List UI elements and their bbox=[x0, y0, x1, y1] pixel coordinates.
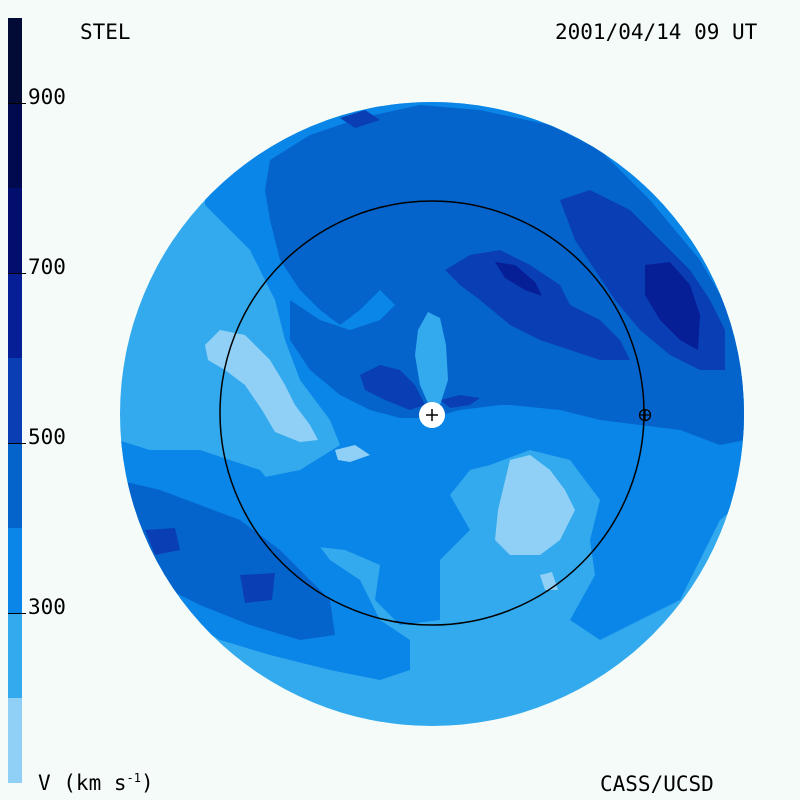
velocity-contours bbox=[120, 102, 744, 726]
earth-marker bbox=[638, 408, 652, 422]
colorbar-tick-mark bbox=[8, 103, 26, 104]
contour-level-500-600 bbox=[445, 250, 630, 360]
colorbar-segment bbox=[8, 188, 22, 273]
contour-level-600-700-right bbox=[645, 262, 700, 350]
contour-level-500-600-core-right bbox=[440, 395, 480, 408]
colorbar-segment bbox=[8, 698, 22, 783]
sun-marker bbox=[419, 402, 445, 428]
colorbar-segment bbox=[8, 103, 22, 188]
spacecraft-label: STEL bbox=[80, 20, 131, 44]
colorbar-segment bbox=[8, 443, 22, 528]
contour-level-100-200-left bbox=[205, 330, 318, 442]
contour-level-600-700 bbox=[495, 262, 542, 296]
contour-level-200-300-core bbox=[415, 312, 448, 408]
colorbar-tick-label: 500 bbox=[28, 425, 66, 449]
colorbar-tick-mark bbox=[8, 443, 26, 444]
colorbar-unit-label: V (km s-1) bbox=[38, 771, 154, 795]
credit-label: CASS/UCSD bbox=[600, 772, 714, 796]
contour-level-500-600-lower-2 bbox=[240, 573, 275, 603]
velocity-colorbar bbox=[8, 18, 22, 783]
timestamp-label: 2001/04/14 09 UT bbox=[555, 20, 758, 44]
contour-level-100-200-center bbox=[335, 445, 370, 462]
earth-orbit-circle bbox=[219, 200, 645, 626]
contour-level-500-600-top bbox=[340, 110, 380, 128]
colorbar-segment bbox=[8, 273, 22, 358]
colorbar-tick-mark bbox=[8, 613, 26, 614]
contour-level-500-600-core bbox=[360, 365, 425, 410]
contour-level-400-500-lower bbox=[120, 480, 335, 640]
colorbar-segment bbox=[8, 18, 22, 103]
contour-level-100-200-right bbox=[495, 455, 575, 555]
colorbar-tick-label: 300 bbox=[28, 595, 66, 619]
contour-level-100-200-small bbox=[540, 572, 558, 590]
plus-icon bbox=[426, 409, 438, 421]
colorbar-tick-label: 700 bbox=[28, 255, 66, 279]
colorbar-tick-label: 900 bbox=[28, 85, 66, 109]
contour-level-500-600-lower bbox=[145, 528, 180, 555]
colorbar-segment bbox=[8, 613, 22, 698]
circled-plus-icon bbox=[639, 409, 651, 421]
colorbar-tick-mark bbox=[8, 273, 26, 274]
colorbar-segment bbox=[8, 528, 22, 613]
colorbar-segment bbox=[8, 358, 22, 443]
